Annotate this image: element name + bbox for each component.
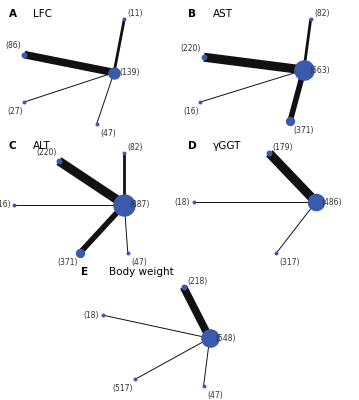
Text: (47): (47) [131, 258, 147, 267]
Text: (47): (47) [208, 391, 223, 400]
Text: (18): (18) [174, 198, 190, 206]
Text: (887): (887) [130, 200, 150, 209]
Point [22, 99, 27, 105]
Text: (16): (16) [183, 107, 199, 116]
Text: (317): (317) [280, 258, 300, 267]
Point [201, 54, 207, 60]
Point [207, 335, 213, 342]
Point [266, 150, 272, 156]
Text: (486): (486) [321, 198, 342, 206]
Point [301, 67, 307, 73]
Text: (548): (548) [216, 334, 236, 343]
Point [22, 52, 27, 58]
Point [132, 376, 138, 382]
Text: B: B [188, 8, 196, 18]
Text: (86): (86) [5, 40, 21, 50]
Point [191, 199, 196, 205]
Text: (47): (47) [100, 129, 116, 138]
Point [274, 250, 279, 256]
Text: (11): (11) [128, 8, 143, 18]
Point [94, 120, 100, 127]
Text: (16): (16) [0, 200, 11, 209]
Point [111, 69, 117, 76]
Point [11, 201, 17, 208]
Text: (218): (218) [187, 277, 208, 286]
Point [308, 16, 314, 22]
Point [201, 382, 206, 389]
Point [77, 250, 83, 256]
Point [313, 199, 319, 205]
Text: (220): (220) [180, 44, 200, 53]
Text: D: D [188, 140, 197, 150]
Text: (371): (371) [57, 258, 78, 267]
Text: (82): (82) [314, 8, 330, 18]
Text: (220): (220) [37, 148, 57, 157]
Text: (18): (18) [84, 311, 99, 320]
Point [100, 312, 106, 318]
Text: (371): (371) [294, 126, 314, 135]
Text: Body weight: Body weight [109, 266, 174, 276]
Text: (663): (663) [309, 66, 330, 74]
Text: (27): (27) [7, 107, 23, 116]
Text: C: C [9, 140, 17, 150]
Text: ALT: ALT [33, 140, 51, 150]
Text: (139): (139) [119, 68, 140, 77]
Text: (82): (82) [128, 143, 143, 152]
Point [121, 150, 127, 156]
Text: (517): (517) [113, 384, 133, 393]
Point [121, 16, 127, 22]
Text: E: E [81, 266, 88, 276]
Point [121, 201, 127, 208]
Text: AST: AST [213, 8, 233, 18]
Point [56, 158, 62, 164]
Point [181, 284, 186, 290]
Point [287, 118, 293, 124]
Text: A: A [9, 8, 17, 18]
Point [125, 250, 131, 256]
Point [197, 99, 203, 105]
Text: γGGT: γGGT [213, 140, 241, 150]
Text: LFC: LFC [33, 8, 52, 18]
Text: (179): (179) [273, 143, 293, 152]
